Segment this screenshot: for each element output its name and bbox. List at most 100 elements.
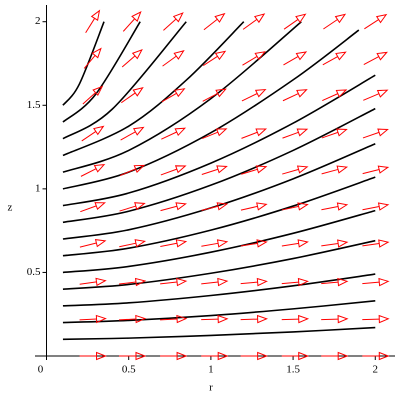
arrow-shaft — [281, 318, 299, 321]
streamline — [62, 21, 245, 157]
arrow-head — [337, 314, 349, 324]
arrow-head — [256, 202, 268, 211]
arrow — [321, 128, 348, 139]
arrow — [203, 50, 227, 66]
arrow — [362, 351, 390, 361]
arrow-shaft — [281, 281, 299, 285]
arrow-shaft — [85, 18, 96, 34]
arrow-head — [298, 351, 310, 361]
streamline — [62, 74, 376, 207]
arrow-head — [377, 202, 390, 211]
arrow-head — [257, 351, 269, 361]
arrow — [201, 239, 229, 248]
streamline — [62, 29, 360, 190]
arrow-shaft — [242, 18, 258, 30]
arrow — [241, 165, 268, 175]
streamline — [62, 300, 376, 324]
arrow-shaft — [160, 318, 178, 321]
arrow — [362, 128, 389, 139]
arrow — [119, 239, 147, 248]
arrow-head — [254, 51, 266, 61]
arrow-head — [131, 11, 142, 22]
arrow — [161, 127, 187, 140]
arrow-head — [336, 128, 348, 137]
arrow-head — [132, 126, 145, 136]
arrow-head — [131, 49, 143, 60]
x-axis-label: r — [209, 382, 213, 394]
arrow-shaft — [282, 93, 299, 102]
y-tick-label: 1 — [35, 182, 41, 194]
arrow-head — [90, 9, 101, 21]
arrow-head — [297, 202, 309, 211]
arrow-shaft — [322, 93, 339, 102]
arrow — [321, 202, 349, 211]
arrow-shaft — [203, 55, 218, 66]
arrow — [281, 239, 309, 248]
y-axis-label: z — [8, 202, 13, 214]
arrow-head — [93, 125, 105, 136]
y-tick-label: 1.5 — [27, 99, 41, 111]
arrow — [201, 128, 228, 140]
arrow-head — [378, 351, 390, 361]
arrow-shaft — [119, 205, 136, 212]
arrow-shaft — [161, 92, 177, 103]
arrow-head — [378, 239, 390, 248]
arrow-head — [173, 88, 186, 98]
arrow-head — [135, 314, 147, 324]
arrow-head — [254, 88, 267, 98]
arrow — [321, 277, 349, 287]
arrow-shaft — [81, 131, 97, 142]
arrow-shaft — [362, 318, 380, 321]
arrow-head — [214, 12, 226, 23]
arrow-head — [214, 50, 227, 61]
arrow-shaft — [322, 56, 338, 66]
arrow-shaft — [160, 168, 178, 176]
arrow-head — [176, 314, 188, 324]
arrow — [321, 351, 349, 361]
arrow-head — [176, 351, 188, 361]
arrow-shaft — [283, 19, 299, 30]
arrow — [119, 202, 146, 212]
arrow-head — [175, 202, 187, 211]
arrow — [322, 89, 348, 102]
arrow-shaft — [80, 168, 97, 177]
arrow — [362, 239, 390, 248]
arrow-head — [376, 89, 389, 98]
streamline — [62, 21, 105, 106]
streamline — [62, 21, 302, 173]
arrow-shaft — [240, 242, 258, 247]
arrow — [240, 351, 269, 361]
arrow — [241, 128, 268, 139]
arrow-head — [334, 13, 347, 24]
arrow — [121, 87, 144, 104]
arrow-head — [255, 128, 268, 137]
arrow — [363, 51, 388, 66]
arrow — [160, 277, 188, 287]
arrow — [80, 202, 107, 213]
arrow-shaft — [321, 131, 339, 139]
arrow-head — [175, 239, 188, 248]
arrow-head — [337, 351, 349, 361]
arrow-head — [216, 239, 229, 248]
arrow — [201, 277, 229, 287]
x-tick-label: 0 — [38, 364, 44, 376]
arrow-head — [256, 314, 269, 324]
arrow-head — [336, 202, 349, 211]
arrow — [283, 13, 307, 30]
arrow-head — [253, 13, 266, 24]
arrow-head — [256, 239, 268, 248]
arrow — [362, 165, 390, 175]
arrow-head — [134, 239, 147, 248]
arrow — [240, 239, 268, 248]
arrow-head — [216, 165, 228, 174]
arrow-head — [91, 47, 102, 59]
arrow-head — [297, 277, 310, 287]
arrow — [281, 202, 309, 211]
arrow — [321, 165, 349, 175]
arrow-head — [134, 202, 146, 211]
arrow-shaft — [321, 281, 339, 285]
arrow-shaft — [79, 242, 97, 248]
arrow — [79, 351, 107, 361]
arrow — [85, 9, 101, 34]
arrow — [240, 202, 268, 211]
